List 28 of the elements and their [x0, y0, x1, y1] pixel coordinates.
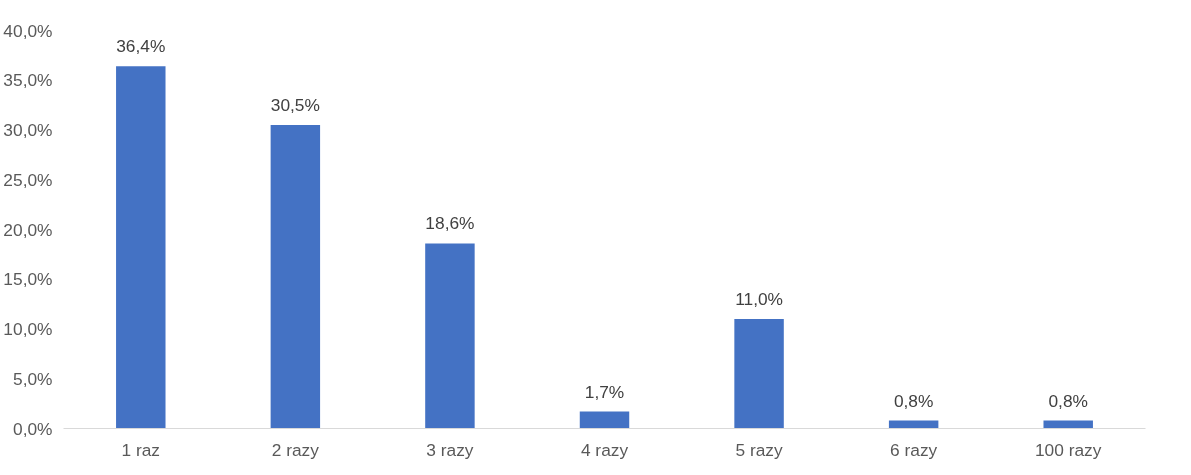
y-tick-label: 0,0% — [13, 418, 53, 439]
bar — [270, 125, 321, 429]
x-tick-label: 2 razy — [271, 439, 320, 460]
data-label: 30,5% — [270, 95, 320, 116]
data-label: 1,7% — [584, 381, 625, 402]
y-tick-label: 30,0% — [3, 120, 53, 140]
data-label: 0,8% — [893, 390, 934, 411]
y-tick-label: 40,0% — [3, 20, 53, 41]
y-tick-label: 25,0% — [3, 169, 53, 190]
bar — [425, 243, 475, 429]
y-tick-label: 35,0% — [3, 70, 53, 91]
data-label: 18,6% — [425, 213, 475, 234]
x-tick-label: 6 razy — [890, 439, 938, 460]
data-label: 0,8% — [1048, 390, 1088, 411]
x-tick-label: 4 razy — [580, 439, 629, 460]
x-tick-label: 3 razy — [426, 439, 474, 460]
y-tick-label: 5,0% — [13, 368, 53, 389]
x-tick-label: 100 razy — [1034, 439, 1102, 460]
y-tick-label: 15,0% — [3, 269, 53, 290]
bar — [116, 66, 166, 429]
y-tick-label: 20,0% — [3, 219, 53, 240]
y-tick-label: 10,0% — [3, 319, 53, 339]
data-label: 36,4% — [116, 36, 166, 57]
x-tick-label: 1 raz — [121, 439, 161, 460]
data-label: 11,0% — [735, 289, 784, 310]
bar — [579, 411, 630, 429]
x-tick-label: 5 razy — [735, 439, 783, 460]
bar — [734, 319, 784, 429]
